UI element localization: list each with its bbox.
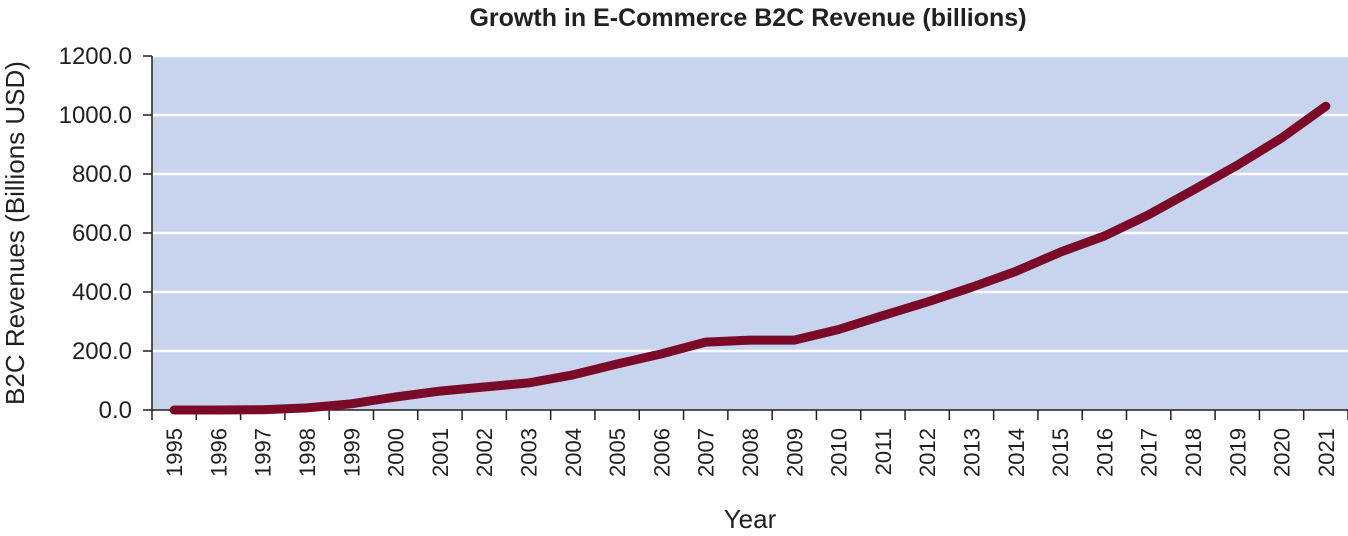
data-point <box>1059 251 1062 254</box>
data-point <box>704 341 707 344</box>
data-point <box>350 402 353 405</box>
x-axis-label: Year <box>724 504 777 534</box>
x-tick-label: 2007 <box>694 428 719 477</box>
data-point <box>1236 164 1239 167</box>
x-tick-label: 2001 <box>428 428 453 477</box>
data-point <box>881 314 884 317</box>
y-tick-label: 400.0 <box>72 279 132 306</box>
x-tick-label: 2018 <box>1181 428 1206 477</box>
x-tick-label: 2010 <box>827 428 852 477</box>
data-point <box>571 373 574 376</box>
x-tick-label: 1995 <box>162 428 187 477</box>
x-tick-label: 2000 <box>384 428 409 477</box>
data-point <box>749 339 751 342</box>
x-tick-label: 2012 <box>915 428 940 477</box>
y-axis-label: B2C Revenues (Billions USD) <box>0 61 30 405</box>
x-tick-label: 1996 <box>206 428 231 477</box>
data-point <box>394 396 397 399</box>
gridlines <box>152 54 1348 353</box>
x-tick-label: 2011 <box>871 428 896 475</box>
x-tick-label: 2020 <box>1270 428 1295 477</box>
data-point <box>660 352 663 355</box>
x-tick-label: 2005 <box>605 428 630 477</box>
x-tick-label: 1997 <box>251 428 276 477</box>
x-tick-label: 2015 <box>1048 428 1073 477</box>
y-tick-label: 200.0 <box>72 338 132 365</box>
x-tick-label: 2002 <box>472 428 497 477</box>
x-tick-label: 1999 <box>339 428 364 477</box>
x-tick-label: 2004 <box>561 428 586 477</box>
x-tick-label: 2019 <box>1225 428 1250 477</box>
data-point <box>306 406 309 409</box>
data-point <box>616 362 619 365</box>
data-point <box>483 385 486 388</box>
data-point <box>793 339 796 342</box>
data-point <box>1280 137 1283 140</box>
x-tick-label: 2014 <box>1004 428 1029 477</box>
x-tick-label: 1998 <box>295 428 320 477</box>
data-point <box>926 301 929 304</box>
x-tick-label: 2016 <box>1092 428 1117 477</box>
x-tick-label: 2017 <box>1137 428 1162 477</box>
x-axis-ticks: 1995 1996 1997 1998 1999 2000 2001 2002 2003 2004… <box>151 410 1348 477</box>
series-layer <box>169 101 1331 415</box>
data-point <box>1191 189 1194 192</box>
y-tick-label: 1200.0 <box>59 43 132 70</box>
y-tick-label: 0.0 <box>99 397 132 424</box>
x-tick-label: 2021 <box>1314 428 1339 477</box>
y-axis-ticks: 0.0 200.0 400.0 600.0 800.0 1000.0 1200.0 <box>59 43 152 424</box>
data-point <box>261 408 264 411</box>
data-point <box>970 286 973 289</box>
data-point <box>1324 105 1327 108</box>
x-tick-label: 2013 <box>959 428 984 477</box>
data-point <box>1147 213 1150 216</box>
x-tick-label: 2009 <box>782 428 807 477</box>
data-point <box>1103 234 1106 237</box>
data-point <box>173 409 176 411</box>
data-point <box>837 328 840 331</box>
chart-title: Growth in E-Commerce B2C Revenue (billio… <box>469 4 1026 32</box>
x-tick-label: 2008 <box>738 428 763 477</box>
data-point <box>1014 270 1017 273</box>
x-tick-label: 2006 <box>649 428 674 477</box>
x-tick-label: 2003 <box>517 428 542 477</box>
data-point <box>438 390 441 393</box>
y-tick-label: 600.0 <box>72 220 132 247</box>
y-tick-label: 1000.0 <box>59 102 132 129</box>
y-tick-label: 800.0 <box>72 161 132 188</box>
data-point <box>217 409 220 411</box>
data-point <box>527 381 530 384</box>
